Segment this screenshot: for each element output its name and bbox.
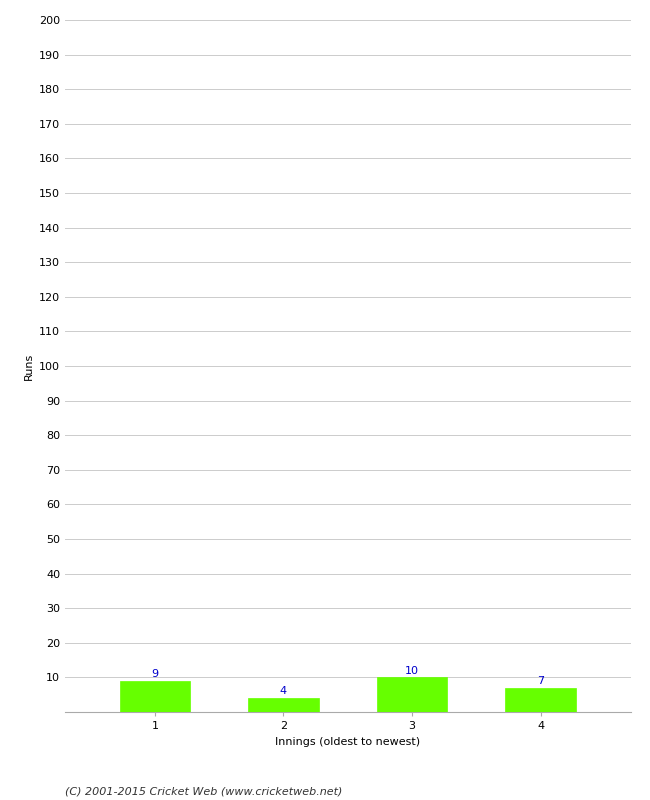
- Y-axis label: Runs: Runs: [23, 352, 33, 380]
- Text: 7: 7: [537, 676, 544, 686]
- Bar: [505, 688, 576, 712]
- Bar: [120, 681, 190, 712]
- X-axis label: Innings (oldest to newest): Innings (oldest to newest): [275, 737, 421, 746]
- Bar: [376, 678, 447, 712]
- Text: (C) 2001-2015 Cricket Web (www.cricketweb.net): (C) 2001-2015 Cricket Web (www.cricketwe…: [65, 786, 343, 796]
- Text: 9: 9: [151, 669, 159, 679]
- Text: 4: 4: [280, 686, 287, 697]
- Bar: [248, 698, 319, 712]
- Text: 10: 10: [405, 666, 419, 676]
